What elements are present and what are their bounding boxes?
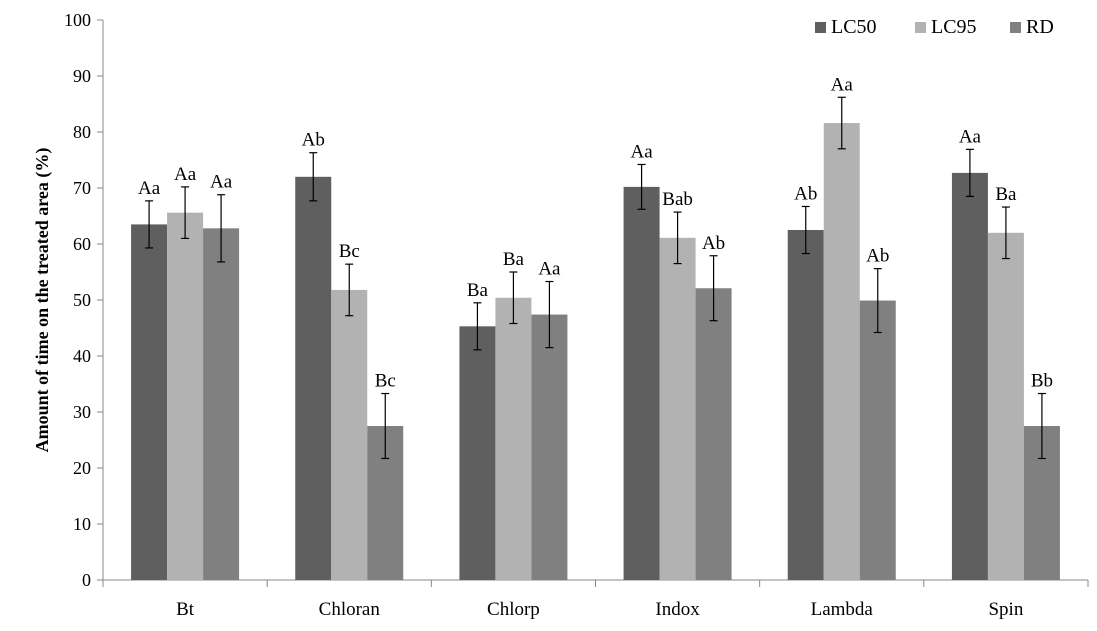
significance-label: Aa <box>538 259 561 280</box>
y-tick-label: 20 <box>73 458 91 478</box>
bar <box>823 123 860 580</box>
bar <box>131 224 168 580</box>
bar <box>295 176 332 581</box>
y-tick-label: 0 <box>82 570 91 590</box>
bar <box>459 326 496 580</box>
significance-labels: Aa Ab Ba Aa Ab Aa Aa Bc Ba Bab Aa Ba Aa Bc Aa Ab Ab Bb <box>138 74 1053 391</box>
significance-label: Aa <box>174 164 197 185</box>
y-tick-label: 30 <box>73 402 91 422</box>
bar <box>623 186 660 580</box>
bar <box>987 232 1024 581</box>
significance-label: Ba <box>467 280 489 301</box>
significance-label: Ba <box>503 249 525 270</box>
legend-swatch <box>1010 22 1021 33</box>
bar <box>695 288 732 580</box>
significance-label: Aa <box>631 141 654 162</box>
x-category-label: Chloran <box>319 599 381 620</box>
bar <box>659 237 696 580</box>
legend: LC50 LC95 RD <box>815 16 1054 38</box>
y-axis-title: Amount of time on the treated area (%) <box>32 148 53 453</box>
significance-label: Bab <box>662 189 693 210</box>
significance-label: Ab <box>866 246 889 267</box>
y-tick-label: 70 <box>73 178 91 198</box>
x-category-label: Lambda <box>811 599 874 620</box>
bar <box>167 212 204 580</box>
legend-swatch <box>915 22 926 33</box>
significance-label: Bc <box>375 371 396 392</box>
y-tick-label: 90 <box>73 66 91 86</box>
significance-label: Ab <box>702 233 725 254</box>
bar <box>787 230 824 580</box>
axes: 0 10 20 30 40 50 60 70 80 90 100 Bt Chloran Chlorp Ind… <box>64 10 1089 620</box>
bar <box>203 228 240 580</box>
y-tick-label: 50 <box>73 290 91 310</box>
bar <box>531 314 568 580</box>
x-category-label: Spin <box>988 599 1023 620</box>
bar <box>951 172 988 580</box>
y-tick-label: 60 <box>73 234 91 254</box>
bar <box>495 297 532 580</box>
significance-label: Bc <box>339 241 360 262</box>
x-category-label: Bt <box>176 599 195 620</box>
y-tick-label: 40 <box>73 346 91 366</box>
y-tick-label: 80 <box>73 122 91 142</box>
legend-swatch <box>815 22 826 33</box>
legend-label: LC95 <box>931 16 977 38</box>
x-category-label: Indox <box>655 599 700 620</box>
significance-label: Ab <box>302 130 325 151</box>
significance-label: Aa <box>210 172 233 193</box>
x-category-label: Chlorp <box>487 599 540 620</box>
significance-label: Aa <box>959 126 982 147</box>
bar <box>859 300 896 580</box>
significance-label: Aa <box>831 74 854 95</box>
y-tick-label: 10 <box>73 514 91 534</box>
significance-label: Ab <box>794 183 817 204</box>
y-axis-title-group: Amount of time on the treated area (%) <box>32 148 53 453</box>
error-bars <box>145 96 1046 460</box>
significance-label: Aa <box>138 178 161 199</box>
bar <box>331 289 368 580</box>
significance-label: Bb <box>1031 371 1053 392</box>
legend-label: RD <box>1026 16 1054 38</box>
legend-label: LC50 <box>831 16 877 38</box>
bars <box>131 123 1060 581</box>
y-tick-label: 100 <box>64 10 91 30</box>
significance-label: Ba <box>995 184 1017 205</box>
